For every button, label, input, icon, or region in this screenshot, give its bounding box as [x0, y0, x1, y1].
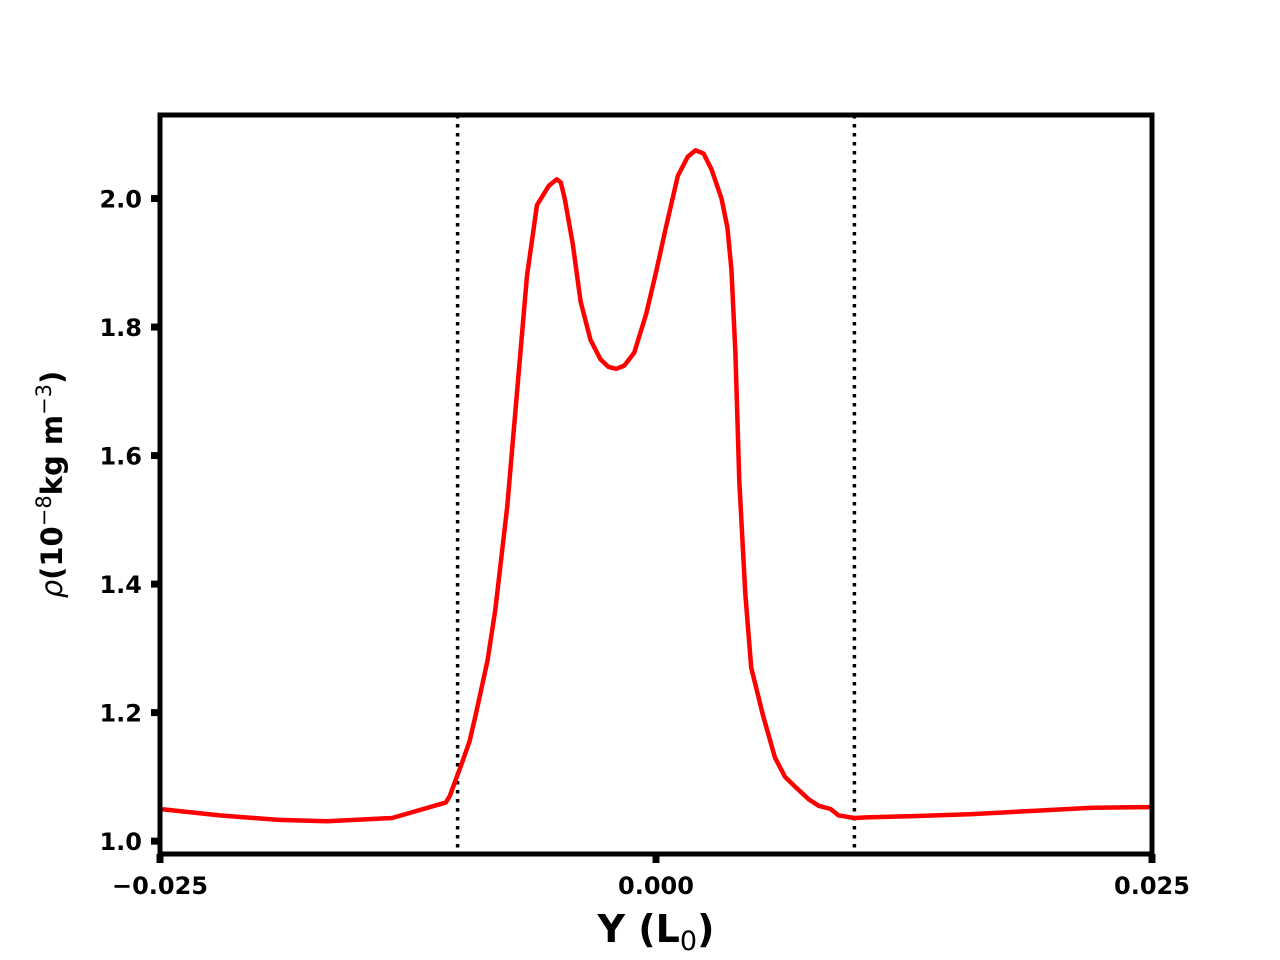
x-tick-label: 0.025 [1114, 872, 1190, 900]
x-axis-label-subscript: 0 [680, 926, 697, 957]
y-axis-label-open: (10 [35, 526, 69, 580]
y-tick-label: 1.4 [99, 571, 142, 599]
y-axis-label-exponent2: −3 [32, 384, 56, 415]
y-axis-label-exponent: −8 [32, 495, 56, 526]
x-tick-label: 0.000 [618, 872, 694, 900]
x-axis-label: Y (L0) [597, 907, 715, 957]
y-tick-label: 1.2 [99, 700, 142, 728]
y-tick-label: 2.0 [99, 186, 142, 214]
y-tick-label: 1.0 [99, 828, 142, 856]
y-axis-label: ρ(10−8kg m−3) [32, 371, 69, 599]
data-series-line-1 [157, 148, 1155, 824]
x-axis-label-main: Y (L [597, 907, 680, 951]
y-axis-label-rho: ρ [35, 579, 69, 598]
y-tick-label: 1.6 [99, 443, 142, 471]
y-tick-label: 1.8 [99, 314, 142, 342]
x-tick-label: −0.025 [112, 872, 208, 900]
x-axis-label-close: ) [697, 907, 714, 951]
y-axis-label-close: ) [35, 371, 69, 384]
y-axis-label-unit: kg m [35, 415, 69, 495]
